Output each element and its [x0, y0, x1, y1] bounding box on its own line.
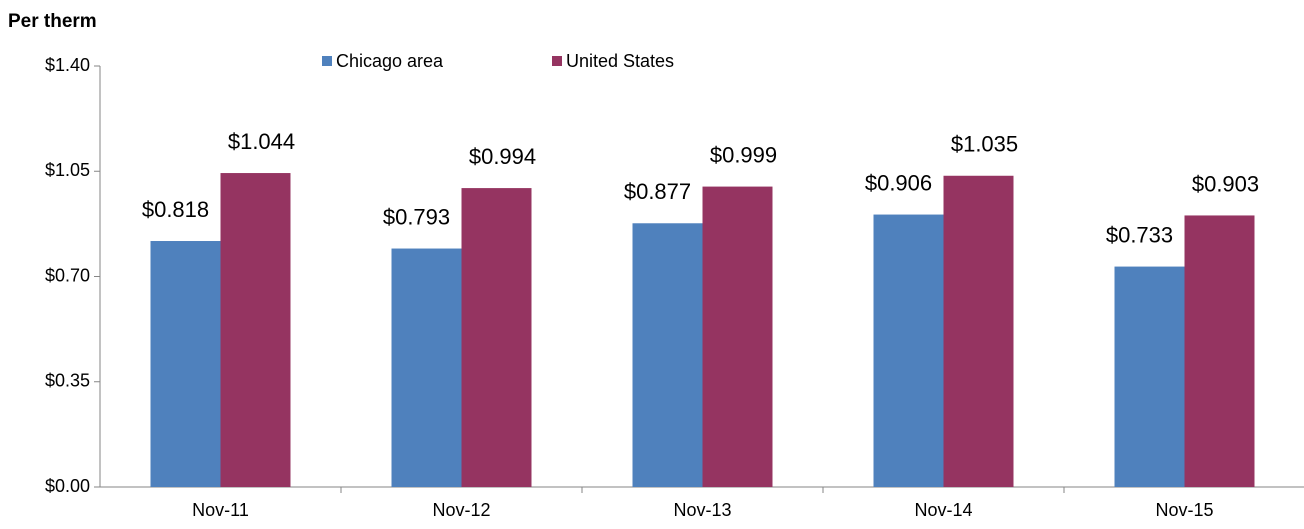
- value-label: $0.818: [142, 197, 209, 222]
- bar: [943, 175, 1014, 487]
- value-label: $0.877: [624, 179, 691, 204]
- x-tick-label: Nov-15: [1155, 500, 1213, 520]
- y-tick-label: $1.05: [45, 160, 90, 180]
- value-label: $0.733: [1106, 222, 1173, 247]
- bar: [1114, 266, 1185, 487]
- y-axis-label: Per therm: [8, 11, 97, 32]
- value-label: $0.903: [1192, 171, 1259, 196]
- y-tick-label: $0.00: [45, 476, 90, 496]
- bar: [391, 248, 462, 487]
- bar: [150, 241, 221, 487]
- value-label: $1.035: [951, 132, 1018, 157]
- value-label: $0.999: [710, 142, 777, 167]
- x-tick-label: Nov-14: [914, 500, 972, 520]
- x-tick-label: Nov-13: [673, 500, 731, 520]
- bar: [461, 188, 532, 487]
- legend-label: Chicago area: [336, 51, 444, 71]
- bar: [632, 223, 703, 488]
- y-tick-label: $1.40: [45, 55, 90, 75]
- x-tick-label: Nov-12: [432, 500, 490, 520]
- bar: [220, 173, 291, 487]
- value-label: $1.044: [228, 129, 295, 154]
- legend-swatch: [552, 56, 562, 66]
- bar: [873, 214, 944, 487]
- x-tick-label: Nov-11: [192, 500, 249, 520]
- value-label: $0.906: [865, 170, 932, 195]
- y-tick-label: $0.70: [45, 265, 90, 285]
- y-tick-label: $0.35: [45, 371, 90, 391]
- value-label: $0.994: [469, 144, 536, 169]
- legend-swatch: [322, 56, 332, 66]
- bar: [1184, 215, 1255, 487]
- bar: [702, 186, 773, 487]
- value-label: $0.793: [383, 204, 450, 229]
- legend-label: United States: [566, 51, 674, 71]
